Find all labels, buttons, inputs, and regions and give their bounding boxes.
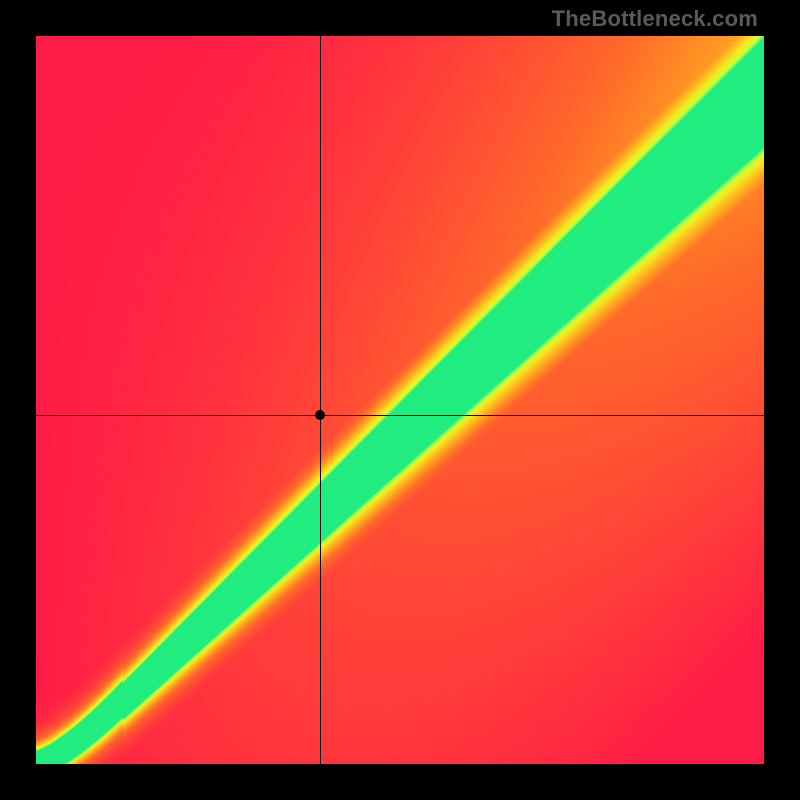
watermark: TheBottleneck.com xyxy=(552,6,758,32)
crosshair-vertical xyxy=(320,36,321,764)
plot-area xyxy=(36,36,764,764)
heatmap-canvas xyxy=(36,36,764,764)
marker-dot xyxy=(315,410,325,420)
crosshair-horizontal xyxy=(36,415,764,416)
